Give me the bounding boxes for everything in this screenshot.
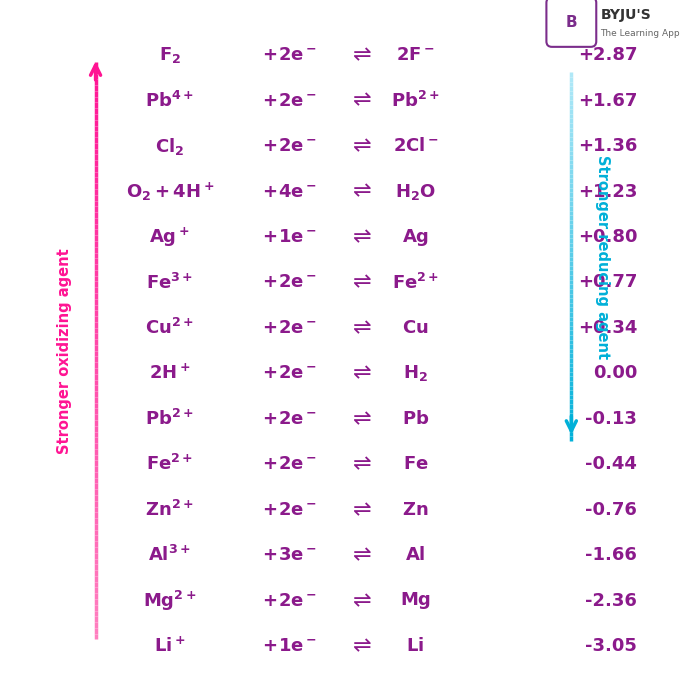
Text: $\mathbf{Zn}$: $\mathbf{Zn}$: [402, 501, 428, 519]
Text: -0.76: -0.76: [585, 501, 637, 519]
Text: +: +: [262, 592, 278, 610]
Text: $\rightleftharpoons$: $\rightleftharpoons$: [348, 636, 372, 657]
Text: $\mathbf{2e^-}$: $\mathbf{2e^-}$: [279, 410, 317, 428]
Text: +: +: [262, 455, 278, 473]
Text: $\mathbf{2e^-}$: $\mathbf{2e^-}$: [279, 592, 317, 610]
Text: $\mathbf{2H^+}$: $\mathbf{2H^+}$: [149, 364, 190, 383]
Text: $\mathbf{Ag}$: $\mathbf{Ag}$: [402, 227, 429, 247]
Text: 0.00: 0.00: [593, 364, 637, 382]
Text: +: +: [262, 364, 278, 382]
Text: $\mathbf{F_2}$: $\mathbf{F_2}$: [159, 45, 181, 65]
Text: $\mathbf{Fe^{2+}}$: $\mathbf{Fe^{2+}}$: [146, 454, 193, 475]
Text: -3.05: -3.05: [585, 637, 637, 655]
Text: $\mathbf{Cu^{2+}}$: $\mathbf{Cu^{2+}}$: [146, 318, 194, 338]
Text: $\mathbf{Pb}$: $\mathbf{Pb}$: [402, 410, 429, 428]
FancyBboxPatch shape: [547, 0, 596, 47]
Text: +: +: [262, 501, 278, 519]
Text: $\mathbf{2e^-}$: $\mathbf{2e^-}$: [279, 364, 317, 382]
Text: $\mathbf{Fe}$: $\mathbf{Fe}$: [402, 455, 428, 473]
Text: $\mathbf{O_2 + 4H^+}$: $\mathbf{O_2 + 4H^+}$: [125, 181, 214, 203]
Text: $\mathbf{Ag^+}$: $\mathbf{Ag^+}$: [149, 225, 190, 249]
Text: B: B: [566, 14, 577, 30]
Text: $\mathbf{Pb^{2+}}$: $\mathbf{Pb^{2+}}$: [146, 409, 194, 429]
Text: +0.80: +0.80: [578, 228, 637, 246]
Text: $\rightleftharpoons$: $\rightleftharpoons$: [348, 590, 372, 611]
Text: +: +: [262, 228, 278, 246]
Text: $\mathbf{2e^-}$: $\mathbf{2e^-}$: [279, 137, 317, 155]
Text: $\mathbf{2e^-}$: $\mathbf{2e^-}$: [279, 46, 317, 64]
Text: $\rightleftharpoons$: $\rightleftharpoons$: [348, 227, 372, 247]
Text: $\mathbf{Fe^{3+}}$: $\mathbf{Fe^{3+}}$: [146, 272, 193, 293]
Text: +: +: [262, 46, 278, 64]
Text: $\mathbf{2Cl^-}$: $\mathbf{2Cl^-}$: [393, 137, 438, 155]
Text: $\mathbf{Mg}$: $\mathbf{Mg}$: [400, 590, 431, 611]
Text: Stronger oxidizing agent: Stronger oxidizing agent: [57, 248, 72, 453]
Text: $\mathbf{H_2O}$: $\mathbf{H_2O}$: [395, 181, 436, 202]
Text: $\rightleftharpoons$: $\rightleftharpoons$: [348, 500, 372, 520]
Text: $\mathbf{1e^-}$: $\mathbf{1e^-}$: [279, 637, 317, 655]
Text: +1.23: +1.23: [578, 183, 637, 200]
Text: $\rightleftharpoons$: $\rightleftharpoons$: [348, 136, 372, 156]
Text: Stronger reducing agent: Stronger reducing agent: [595, 154, 610, 359]
Text: +: +: [262, 137, 278, 155]
Text: $\rightleftharpoons$: $\rightleftharpoons$: [348, 90, 372, 111]
Text: +0.77: +0.77: [578, 274, 637, 291]
Text: $\rightleftharpoons$: $\rightleftharpoons$: [348, 45, 372, 65]
Text: $\mathbf{3e^-}$: $\mathbf{3e^-}$: [279, 546, 317, 564]
Text: The Learning App: The Learning App: [601, 28, 680, 38]
Text: $\rightleftharpoons$: $\rightleftharpoons$: [348, 545, 372, 566]
Text: $\mathbf{2e^-}$: $\mathbf{2e^-}$: [279, 319, 317, 337]
Text: -1.66: -1.66: [585, 546, 637, 564]
Text: $\mathbf{Cu}$: $\mathbf{Cu}$: [402, 319, 428, 337]
Text: $\mathbf{Pb^{4+}}$: $\mathbf{Pb^{4+}}$: [146, 90, 194, 111]
Text: $\mathbf{Al}$: $\mathbf{Al}$: [405, 546, 426, 564]
Text: +: +: [262, 637, 278, 655]
Text: +: +: [262, 546, 278, 564]
Text: +2.87: +2.87: [578, 46, 637, 64]
Text: $\mathbf{Cl_2}$: $\mathbf{Cl_2}$: [155, 136, 184, 156]
Text: +: +: [262, 410, 278, 428]
Text: $\rightleftharpoons$: $\rightleftharpoons$: [348, 318, 372, 338]
Text: $\mathbf{2e^-}$: $\mathbf{2e^-}$: [279, 501, 317, 519]
Text: +0.34: +0.34: [578, 319, 637, 337]
Text: +: +: [262, 274, 278, 291]
Text: $\mathbf{2e^-}$: $\mathbf{2e^-}$: [279, 455, 317, 473]
Text: +: +: [262, 319, 278, 337]
Text: $\mathbf{H_2}$: $\mathbf{H_2}$: [403, 363, 428, 384]
Text: $\rightleftharpoons$: $\rightleftharpoons$: [348, 181, 372, 202]
Text: $\mathbf{2F^-}$: $\mathbf{2F^-}$: [396, 46, 435, 64]
Text: $\mathbf{1e^-}$: $\mathbf{1e^-}$: [279, 228, 317, 246]
Text: $\mathbf{Fe^{2+}}$: $\mathbf{Fe^{2+}}$: [392, 272, 439, 293]
Text: $\mathbf{Al^{3+}}$: $\mathbf{Al^{3+}}$: [148, 545, 191, 566]
Text: $\mathbf{Pb^{2+}}$: $\mathbf{Pb^{2+}}$: [391, 90, 440, 111]
Text: -2.36: -2.36: [585, 592, 637, 610]
Text: BYJU'S: BYJU'S: [601, 8, 651, 22]
Text: +1.67: +1.67: [578, 92, 637, 110]
Text: +: +: [262, 92, 278, 110]
Text: $\mathbf{Mg^{2+}}$: $\mathbf{Mg^{2+}}$: [143, 589, 197, 613]
Text: $\mathbf{Zn^{2+}}$: $\mathbf{Zn^{2+}}$: [146, 500, 194, 520]
Text: -0.44: -0.44: [585, 455, 637, 473]
Text: $\mathbf{4e^-}$: $\mathbf{4e^-}$: [279, 183, 317, 200]
Text: $\mathbf{Li}$: $\mathbf{Li}$: [407, 637, 425, 655]
Text: $\mathbf{2e^-}$: $\mathbf{2e^-}$: [279, 274, 317, 291]
Text: $\rightleftharpoons$: $\rightleftharpoons$: [348, 409, 372, 429]
Text: -0.13: -0.13: [585, 410, 637, 428]
Text: $\mathbf{2e^-}$: $\mathbf{2e^-}$: [279, 92, 317, 110]
Text: $\rightleftharpoons$: $\rightleftharpoons$: [348, 272, 372, 293]
Text: $\rightleftharpoons$: $\rightleftharpoons$: [348, 454, 372, 475]
Text: +: +: [262, 183, 278, 200]
Text: +1.36: +1.36: [578, 137, 637, 155]
Text: $\rightleftharpoons$: $\rightleftharpoons$: [348, 363, 372, 384]
Text: $\mathbf{Li^+}$: $\mathbf{Li^+}$: [154, 637, 186, 656]
